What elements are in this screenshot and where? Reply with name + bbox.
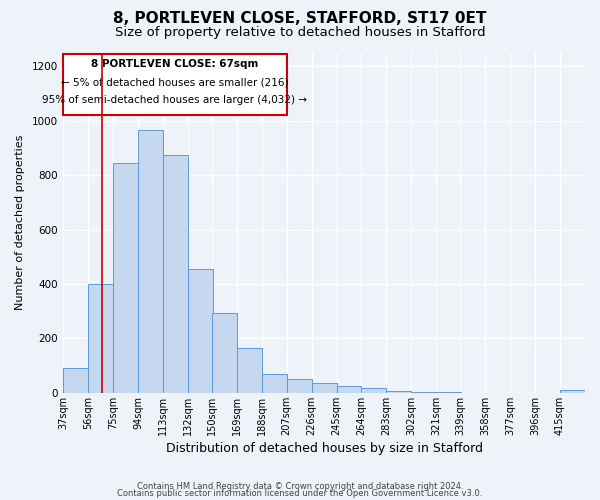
Text: 8, PORTLEVEN CLOSE, STAFFORD, ST17 0ET: 8, PORTLEVEN CLOSE, STAFFORD, ST17 0ET: [113, 11, 487, 26]
Bar: [386, 390, 412, 393]
Text: ← 5% of detached houses are smaller (216): ← 5% of detached houses are smaller (216…: [61, 78, 289, 88]
Text: Size of property relative to detached houses in Stafford: Size of property relative to detached ho…: [115, 26, 485, 39]
Y-axis label: Number of detached properties: Number of detached properties: [15, 135, 25, 310]
Bar: [337, 386, 361, 393]
Bar: [188, 269, 213, 393]
Bar: [88, 284, 113, 393]
Bar: [63, 368, 88, 393]
Bar: [287, 380, 311, 393]
Bar: [236, 348, 262, 393]
Bar: [311, 384, 337, 393]
Bar: [560, 390, 585, 393]
Bar: [212, 312, 236, 393]
Bar: [361, 388, 386, 393]
Bar: [262, 374, 287, 393]
X-axis label: Distribution of detached houses by size in Stafford: Distribution of detached houses by size …: [166, 442, 482, 455]
FancyBboxPatch shape: [63, 54, 287, 115]
Text: Contains HM Land Registry data © Crown copyright and database right 2024.: Contains HM Land Registry data © Crown c…: [137, 482, 463, 491]
Text: 95% of semi-detached houses are larger (4,032) →: 95% of semi-detached houses are larger (…: [43, 94, 307, 104]
Bar: [436, 392, 461, 393]
Bar: [113, 163, 138, 393]
Bar: [138, 130, 163, 393]
Text: 8 PORTLEVEN CLOSE: 67sqm: 8 PORTLEVEN CLOSE: 67sqm: [91, 59, 259, 69]
Bar: [163, 154, 188, 393]
Bar: [412, 392, 436, 393]
Text: Contains public sector information licensed under the Open Government Licence v3: Contains public sector information licen…: [118, 490, 482, 498]
